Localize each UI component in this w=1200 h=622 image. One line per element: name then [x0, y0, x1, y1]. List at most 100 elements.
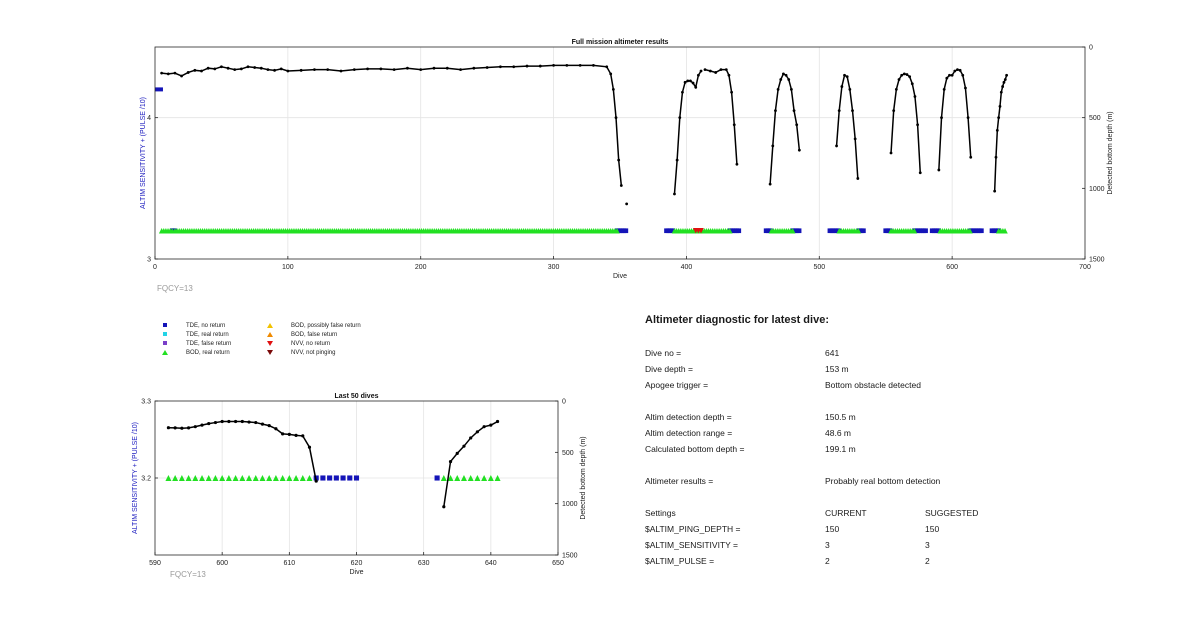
- depth-point: [406, 66, 409, 70]
- bod-real-return-marker: [487, 475, 494, 481]
- x-tick-label: 640: [485, 560, 497, 567]
- bottom-chart-fqcy-note: FQCY=13: [170, 570, 206, 579]
- depth-point: [708, 69, 712, 73]
- x-tick-label: 400: [681, 264, 693, 271]
- depth-point: [727, 73, 731, 77]
- depth-point: [953, 69, 957, 73]
- depth-point: [789, 88, 793, 91]
- depth-point: [213, 67, 217, 71]
- bod-real-return-marker: [205, 475, 212, 481]
- bod-real-return-marker: [855, 227, 862, 234]
- depth-point: [366, 67, 369, 71]
- bod-real-return-marker: [726, 227, 733, 234]
- top-chart-title: Full mission altimeter results: [572, 39, 669, 46]
- bod-real-return-marker: [185, 475, 192, 481]
- x-tick-label: 650: [552, 560, 564, 567]
- depth-point: [267, 424, 271, 428]
- depth-point: [1003, 78, 1007, 81]
- depth-point: [592, 63, 595, 67]
- x-tick-label: 610: [283, 560, 295, 567]
- depth-point: [578, 63, 582, 67]
- depth-point: [455, 451, 459, 455]
- depth-point: [699, 69, 703, 73]
- tde-no-return-marker: [979, 228, 984, 234]
- right-y-tick-label: 0: [562, 399, 566, 406]
- top-chart-ticks: 0 100 200 300 400 500 600 700 3 4 0 500 1000 1500: [147, 45, 1105, 272]
- depth-point: [730, 90, 733, 94]
- bod-real-return-marker: [252, 475, 259, 481]
- depth-point: [552, 63, 555, 67]
- apogee-trigger-label: Apogee trigger =: [645, 380, 709, 390]
- depth-point: [186, 71, 190, 74]
- depth-point: [254, 420, 258, 425]
- depth-point: [784, 73, 788, 77]
- depth-point: [958, 68, 962, 72]
- bod-real-return-marker: [1002, 227, 1008, 234]
- calculated-bottom-depth-label: Calculated bottom depth =: [645, 444, 745, 454]
- depth-point: [489, 423, 493, 427]
- x-tick-label: 590: [149, 560, 161, 567]
- depth-point: [848, 88, 852, 91]
- bod-real-return-marker: [460, 475, 467, 481]
- tde-no-return-marker: [340, 475, 346, 481]
- depth-point: [782, 72, 785, 76]
- depth-point: [193, 68, 197, 72]
- legend-label: NVV, no return: [291, 341, 331, 347]
- depth-point: [719, 68, 723, 72]
- depth-series-line: [443, 420, 498, 507]
- depth-point: [379, 67, 383, 71]
- depth-point: [166, 426, 171, 430]
- tde-no-return-marker: [936, 228, 941, 234]
- legend-triangle-down-icon: [267, 349, 273, 355]
- bottom-chart-marks: [165, 419, 501, 509]
- depth-point: [301, 434, 305, 438]
- depth-point: [673, 192, 676, 196]
- calculated-bottom-depth-value: 199.1 m: [825, 444, 856, 454]
- bod-real-return-marker: [259, 475, 266, 481]
- depth-point: [779, 78, 783, 81]
- tde-no-return-marker: [923, 228, 928, 234]
- nvv-no-return-marker: [698, 227, 704, 234]
- x-tick-label: 500: [813, 264, 825, 271]
- depth-point: [889, 151, 893, 155]
- depth-point: [352, 68, 356, 72]
- depth-point: [845, 75, 849, 79]
- right-y-tick-label: 500: [562, 450, 574, 457]
- depth-point: [851, 109, 854, 112]
- left-y-tick-label: 3.2: [141, 476, 151, 483]
- bod-real-return-marker: [967, 227, 973, 234]
- tde-no-return-marker: [434, 475, 440, 481]
- right-y-tick-label: 0: [1089, 45, 1093, 52]
- depth-point: [897, 78, 901, 81]
- bod-real-return-marker: [494, 475, 501, 481]
- left-y-tick-label: 4: [147, 115, 151, 122]
- depth-point: [614, 116, 618, 120]
- tde-no-return-marker: [736, 228, 742, 234]
- bottom-chart-ticks: 590 600 610 620 630 640 650 3.2 3.3 0 500 1000 1500: [141, 399, 577, 568]
- legend-label: NVV, not pinging: [291, 350, 336, 356]
- depth-point: [459, 68, 462, 72]
- x-tick-label: 200: [415, 264, 427, 271]
- legend-item: NVV, no return: [265, 340, 330, 348]
- depth-point: [313, 68, 316, 72]
- depth-point: [1001, 85, 1005, 88]
- depth-point: [840, 85, 844, 88]
- depth-point: [735, 162, 739, 166]
- depth-point: [776, 88, 780, 91]
- depth-point: [279, 67, 283, 71]
- depth-point: [512, 65, 516, 69]
- depth-point: [314, 479, 318, 483]
- right-y-tick-label: 500: [1089, 115, 1101, 122]
- depth-point: [472, 66, 476, 70]
- top-chart-x-axis-label: Dive: [613, 273, 627, 280]
- bod-real-return-marker: [199, 475, 206, 481]
- depth-point: [913, 95, 917, 98]
- legend-square-icon: [163, 332, 167, 337]
- bod-real-return-marker: [165, 475, 172, 481]
- bod-real-return-marker: [232, 475, 239, 481]
- tde-no-return-marker: [327, 475, 333, 481]
- depth-point: [220, 419, 224, 424]
- depth-point: [499, 65, 502, 69]
- bod-real-return-marker: [481, 475, 488, 481]
